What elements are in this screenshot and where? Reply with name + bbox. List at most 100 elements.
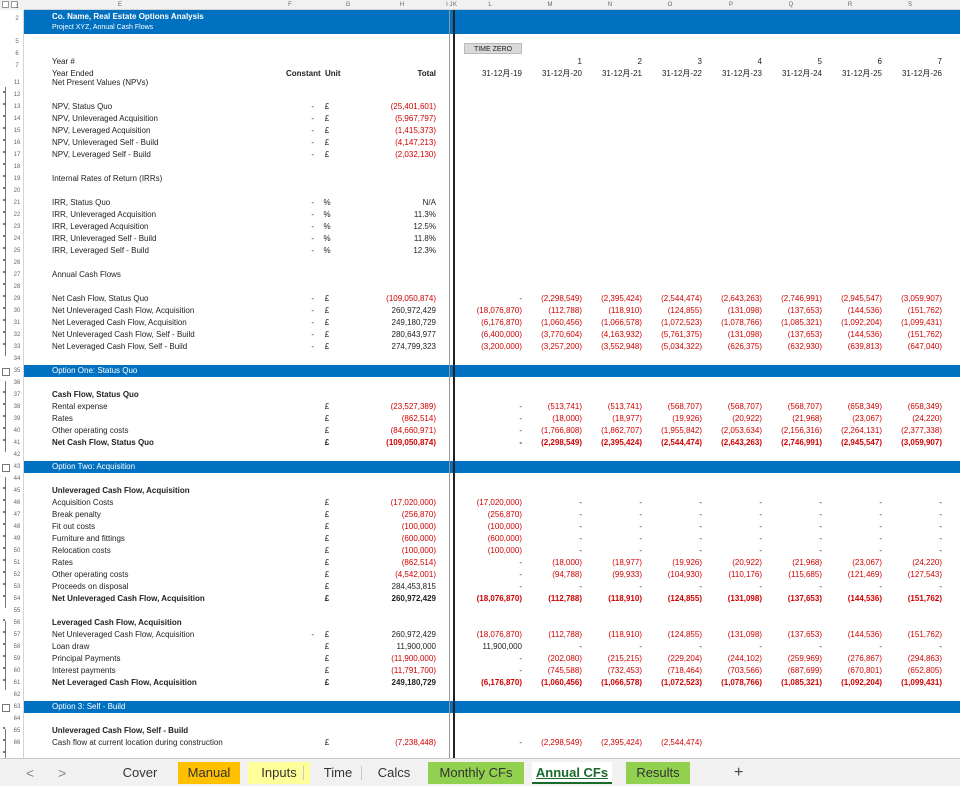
year-value-cell[interactable]: (137,653)	[787, 594, 822, 603]
unit-cell[interactable]: £	[324, 558, 330, 567]
constant-cell[interactable]: -	[311, 330, 314, 339]
year-value-cell[interactable]: (2,945,547)	[841, 438, 882, 447]
year-value-cell[interactable]: -	[639, 510, 642, 519]
total-cell[interactable]: 260,972,429	[391, 594, 437, 603]
unit-cell[interactable]: £	[324, 426, 330, 435]
row-number[interactable]: 21	[13, 200, 21, 206]
year-value-cell[interactable]: -	[699, 582, 702, 591]
row-number[interactable]: 5	[15, 39, 19, 45]
year-value-cell[interactable]: (732,453)	[607, 666, 642, 675]
year-value-cell[interactable]: (2,298,549)	[541, 738, 582, 747]
row-number[interactable]: 56	[13, 620, 21, 626]
unit-cell[interactable]: £	[324, 402, 330, 411]
year-value-cell[interactable]: -	[639, 534, 642, 543]
unit-cell[interactable]: £	[324, 666, 330, 675]
year-value-cell[interactable]: -	[639, 522, 642, 531]
tab-prev-arrow-icon[interactable]: <	[26, 765, 35, 781]
year-value-cell[interactable]: -	[819, 510, 822, 519]
year-value-cell[interactable]: -	[579, 522, 582, 531]
total-cell[interactable]: (109,050,874)	[386, 438, 436, 447]
row-number[interactable]: 49	[13, 536, 21, 542]
total-cell[interactable]: 249,180,729	[391, 678, 437, 687]
year-value-cell[interactable]: -	[519, 294, 522, 303]
row-number[interactable]: 2	[15, 16, 19, 22]
row-number[interactable]: 54	[13, 596, 21, 602]
unit-cell[interactable]: £	[324, 642, 330, 651]
unit-cell[interactable]: £	[324, 498, 330, 507]
year-value-cell[interactable]: (639,813)	[847, 342, 882, 351]
year-value-cell[interactable]: -	[759, 642, 762, 651]
row-number[interactable]: 19	[13, 176, 21, 182]
year-value-cell[interactable]: (1,072,523)	[661, 318, 702, 327]
total-cell[interactable]: (100,000)	[401, 546, 436, 555]
year-value-cell[interactable]: (294,863)	[907, 654, 942, 663]
year-value-cell[interactable]: (20,922)	[732, 558, 762, 567]
outline-collapse-button[interactable]	[2, 368, 10, 376]
year-value-cell[interactable]: (137,653)	[787, 330, 822, 339]
year-value-cell[interactable]: (18,076,870)	[476, 594, 522, 603]
row-number[interactable]: 39	[13, 416, 21, 422]
year-value-cell[interactable]: (23,067)	[852, 558, 882, 567]
year-value-cell[interactable]: (18,076,870)	[476, 630, 522, 639]
year-value-cell[interactable]: (112,788)	[548, 594, 582, 603]
year-value-cell[interactable]: -	[939, 510, 942, 519]
unit-cell[interactable]: £	[324, 678, 330, 687]
year-value-cell[interactable]: (144,536)	[847, 594, 882, 603]
year-value-cell[interactable]: (652,805)	[907, 666, 942, 675]
year-value-cell[interactable]: (568,707)	[787, 402, 822, 411]
row-number[interactable]: 22	[13, 212, 21, 218]
year-value-cell[interactable]: (513,741)	[547, 402, 582, 411]
row-number[interactable]: 50	[13, 548, 21, 554]
year-value-cell[interactable]: (4,163,932)	[601, 330, 642, 339]
year-value-cell[interactable]: (202,080)	[547, 654, 582, 663]
year-value-cell[interactable]: (144,536)	[847, 630, 882, 639]
year-value-cell[interactable]: (112,788)	[548, 306, 582, 315]
year-value-cell[interactable]: (2,945,547)	[841, 294, 882, 303]
total-cell[interactable]: N/A	[422, 198, 436, 207]
year-value-cell[interactable]: (144,536)	[847, 306, 882, 315]
year-value-cell[interactable]: (658,349)	[847, 402, 882, 411]
row-number[interactable]: 20	[13, 188, 21, 194]
year-value-cell[interactable]: -	[879, 642, 882, 651]
year-value-cell[interactable]: (112,788)	[548, 630, 582, 639]
year-value-cell[interactable]: (568,707)	[667, 402, 702, 411]
year-value-cell[interactable]: (1,099,431)	[901, 318, 942, 327]
column-letter-n[interactable]: N	[607, 2, 613, 8]
year-value-cell[interactable]: (3,200,000)	[481, 342, 522, 351]
unit-cell[interactable]: £	[324, 654, 330, 663]
tab-time[interactable]: Time	[323, 765, 353, 780]
column-letter-f[interactable]: F	[288, 2, 292, 8]
year-value-cell[interactable]: -	[519, 582, 522, 591]
year-value-cell[interactable]: -	[879, 522, 882, 531]
row-number[interactable]: 36	[13, 380, 21, 386]
year-value-cell[interactable]: -	[759, 534, 762, 543]
row-number[interactable]: 15	[13, 128, 21, 134]
year-value-cell[interactable]: -	[819, 498, 822, 507]
year-value-cell[interactable]: -	[519, 426, 522, 435]
year-value-cell[interactable]: (127,543)	[907, 570, 942, 579]
year-value-cell[interactable]: -	[879, 546, 882, 555]
year-value-cell[interactable]: (100,000)	[487, 522, 522, 531]
row-number[interactable]: 25	[13, 248, 21, 254]
total-cell[interactable]: 11.8%	[413, 234, 436, 243]
row-number[interactable]: 1	[15, 4, 19, 10]
year-value-cell[interactable]: -	[699, 498, 702, 507]
year-value-cell[interactable]: (99,933)	[612, 570, 642, 579]
year-value-cell[interactable]: -	[819, 546, 822, 555]
total-cell[interactable]: (7,238,448)	[395, 738, 436, 747]
row-number[interactable]: 6	[15, 51, 19, 57]
year-value-cell[interactable]: (718,464)	[667, 666, 702, 675]
unit-cell[interactable]: £	[324, 294, 330, 303]
year-value-cell[interactable]: (745,588)	[547, 666, 582, 675]
tab-next-arrow-icon[interactable]: >	[58, 765, 67, 781]
year-value-cell[interactable]: (2,395,424)	[601, 294, 642, 303]
column-letter-r[interactable]: R	[847, 2, 853, 8]
tab-annual-cfs[interactable]: Annual CFs	[532, 762, 612, 784]
year-value-cell[interactable]: (94,788)	[552, 570, 582, 579]
row-number[interactable]: 59	[13, 656, 21, 662]
year-value-cell[interactable]: (670,801)	[847, 666, 882, 675]
year-value-cell[interactable]: -	[879, 498, 882, 507]
year-value-cell[interactable]: (124,855)	[667, 630, 702, 639]
tab-inputs[interactable]: Inputs	[248, 762, 310, 784]
unit-cell[interactable]: £	[324, 150, 330, 159]
